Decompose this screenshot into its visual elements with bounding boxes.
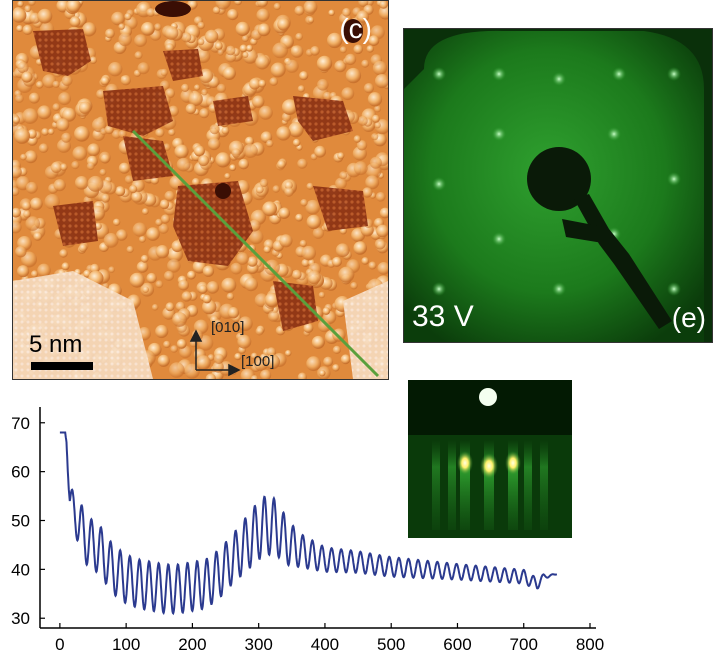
- leed-voltage: 33 V: [412, 300, 474, 333]
- y-tick-label: 70: [11, 414, 30, 433]
- leed-pattern: [404, 29, 712, 342]
- x-axis-ticks: 0 100 200 300 400 500 600 700 800: [55, 623, 604, 654]
- x-tick-label: 600: [443, 635, 471, 654]
- x-tick-label: 200: [178, 635, 206, 654]
- stm-panel: (c) 5 nm [010] [100]: [12, 0, 389, 380]
- panel-label-c: (c): [339, 13, 372, 44]
- x-tick-label: 300: [244, 635, 272, 654]
- axis-label-010: [010]: [211, 319, 245, 336]
- scale-bar: [31, 362, 93, 370]
- rheed-oscillation-chart: 0 100 200 300 400 500 600 700 800 30 40 50 60 70: [11, 407, 604, 654]
- chart-axes: [39, 407, 596, 629]
- y-tick-label: 40: [11, 560, 30, 579]
- panel-label-e: (e): [671, 302, 706, 333]
- scale-bar-label: 5 nm: [29, 331, 83, 358]
- x-tick-label: 800: [576, 635, 604, 654]
- line-profile: [131, 129, 380, 378]
- x-tick-label: 400: [311, 635, 339, 654]
- leed-panel: 33 V (e): [403, 28, 713, 343]
- y-tick-label: 50: [11, 512, 30, 531]
- oscillation-series-line: [59, 431, 558, 616]
- x-tick-label: 0: [55, 635, 64, 654]
- rheed-pattern: [408, 380, 572, 538]
- x-tick-label: 100: [112, 635, 140, 654]
- stm-image: [13, 1, 388, 379]
- x-tick-label: 700: [510, 635, 538, 654]
- axis-label-100: [100]: [241, 353, 275, 370]
- crystal-axes: [189, 329, 241, 377]
- y-tick-label: 60: [11, 463, 30, 482]
- rheed-inset: [408, 380, 572, 538]
- y-axis-ticks: 30 40 50 60 70: [11, 414, 45, 628]
- x-tick-label: 500: [377, 635, 405, 654]
- y-tick-label: 30: [11, 609, 30, 628]
